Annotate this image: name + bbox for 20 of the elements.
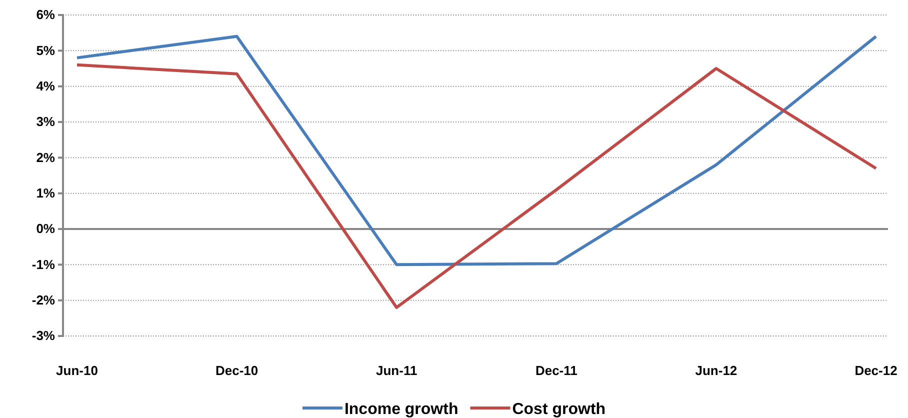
line-series [76, 34, 878, 266]
y-tick-label: 4% [36, 78, 56, 94]
y-tick-label: 3% [36, 114, 56, 130]
y-tick-label: 5% [36, 42, 56, 58]
legend-label: Income growth [344, 401, 458, 418]
y-tick-label: -3% [32, 328, 56, 344]
legend-label: Cost growth [512, 401, 606, 418]
x-tick-label: Jun-11 [376, 363, 418, 378]
line-series [76, 63, 878, 309]
x-tick-label: Dec-11 [535, 363, 578, 378]
y-tick-label: 1% [36, 185, 56, 200]
y-tick-label: -1% [32, 256, 56, 272]
x-tick-label: Dec-12 [854, 363, 898, 378]
x-tick-label: Jun-12 [695, 363, 738, 378]
y-tick-label: 0% [36, 221, 56, 236]
y-tick-label: 6% [36, 7, 56, 22]
y-tick-label: 2% [36, 150, 56, 165]
x-tick-label: Dec-10 [215, 363, 258, 378]
y-tick-label: -2% [32, 292, 56, 308]
x-tick-label: Jun-10 [56, 363, 98, 378]
